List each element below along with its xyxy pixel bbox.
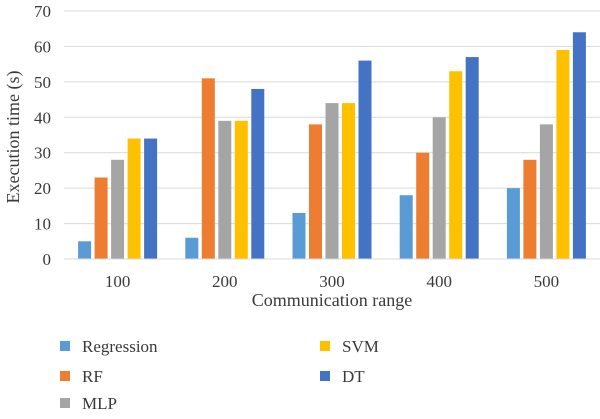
legend-swatch-mlp: [60, 398, 70, 408]
bar-dt-300: [358, 60, 372, 259]
legend-label-mlp: MLP: [82, 394, 117, 413]
legend-label-regression: Regression: [82, 337, 158, 356]
x-tick-label: 300: [319, 272, 345, 291]
y-tick-label: 10: [34, 215, 51, 234]
legend-swatch-rf: [60, 371, 70, 381]
x-tick-label: 100: [105, 272, 131, 291]
bars: [78, 32, 586, 260]
bar-svm-200: [234, 120, 248, 259]
bar-rf-400: [416, 152, 430, 259]
y-tick-label: 0: [43, 250, 52, 269]
y-tick-label: 40: [34, 108, 51, 127]
bar-dt-100: [144, 138, 158, 259]
x-axis-title: Communication range: [252, 290, 412, 310]
bar-rf-100: [94, 177, 108, 259]
legend-swatch-svm: [320, 341, 330, 351]
y-axis-title: Execution time (s): [3, 71, 24, 204]
bar-dt-400: [465, 57, 479, 259]
legend-label-svm: SVM: [342, 337, 379, 356]
y-tick-label: 30: [34, 144, 51, 163]
bar-mlp-500: [539, 124, 553, 259]
y-tick-labels: 0 10 20 30 40 50 60 70: [34, 2, 51, 269]
bar-mlp-100: [111, 159, 125, 259]
x-tick-labels: 100 200 300 400 500: [105, 272, 559, 291]
y-tick-label: 60: [34, 37, 51, 56]
legend-label-rf: RF: [82, 367, 103, 386]
bar-regression-500: [506, 188, 520, 259]
x-tick-label: 400: [426, 272, 452, 291]
y-tick-label: 50: [34, 73, 51, 92]
bar-rf-500: [523, 159, 537, 259]
bar-regression-300: [292, 212, 306, 259]
bar-rf-300: [309, 124, 322, 259]
legend-swatch-regression: [60, 341, 70, 351]
bar-regression-400: [399, 195, 413, 259]
bar-svm-400: [449, 71, 463, 259]
bar-regression-100: [78, 241, 92, 259]
bar-mlp-200: [218, 120, 232, 259]
legend-swatch-dt: [320, 371, 330, 381]
legend: Regression RF MLP SVM DT: [60, 337, 379, 413]
x-tick-label: 500: [534, 272, 560, 291]
y-tick-label: 70: [34, 2, 51, 21]
bar-svm-500: [556, 49, 570, 259]
bar-dt-500: [572, 32, 586, 259]
x-tick-label: 200: [212, 272, 238, 291]
bar-dt-200: [251, 88, 265, 259]
bar-regression-200: [185, 237, 199, 259]
bar-mlp-300: [325, 103, 339, 259]
legend-label-dt: DT: [342, 367, 365, 386]
y-tick-label: 20: [34, 179, 51, 198]
bar-rf-200: [201, 78, 215, 259]
bar-mlp-400: [432, 117, 446, 260]
bar-svm-100: [127, 138, 141, 259]
bar-svm-300: [342, 103, 355, 259]
